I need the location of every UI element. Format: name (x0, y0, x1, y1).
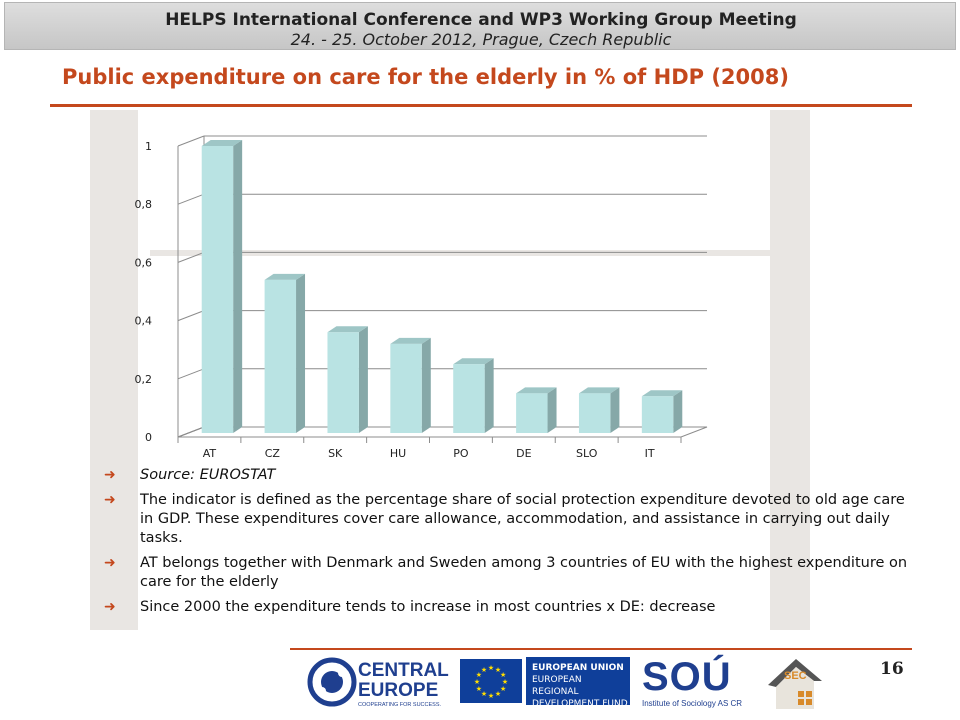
y-tick-label: 1 (145, 140, 152, 153)
conference-title: HELPS International Conference and WP3 W… (165, 10, 797, 30)
header-bar: HELPS International Conference and WP3 W… (4, 2, 956, 50)
bar-side (673, 390, 683, 433)
soc-logo-caption: Institute of Sociology AS CR (642, 699, 743, 708)
bar-DE (516, 393, 548, 433)
x-tick-label: PO (453, 447, 469, 460)
eu-star-icon: ★ (488, 664, 494, 672)
bar-side (484, 358, 494, 433)
x-tick-label: AT (203, 447, 217, 460)
bar-HU (390, 343, 422, 433)
y-tick-label: 0 (145, 431, 152, 444)
eu-star-icon: ★ (488, 692, 494, 700)
x-tick-label: CZ (265, 447, 281, 460)
bar-SK (327, 332, 359, 433)
bullet-definition: ➜ The indicator is defined as the percen… (104, 492, 905, 546)
eu-star-icon: ★ (495, 690, 501, 698)
eu-logo-line3: DEVELOPMENT FUND (532, 699, 628, 709)
eu-star-icon: ★ (476, 671, 482, 679)
bar-SLO (578, 393, 611, 433)
arrow-right-icon: ➜ (104, 599, 116, 615)
title-divider (50, 104, 912, 107)
bar-side (358, 326, 368, 433)
bar-side (233, 140, 243, 433)
bullet-trend: ➜ Since 2000 the expenditure tends to in… (104, 599, 716, 615)
bar-top (453, 358, 494, 365)
x-tick-label: SK (328, 447, 343, 460)
arrow-right-icon: ➜ (104, 555, 116, 571)
x-tick-label: DE (516, 447, 531, 460)
ce-logo-tagline: COOPERATING FOR SUCCESS. (358, 702, 441, 708)
bar-top (641, 390, 683, 397)
ce-logo-line1: CENTRAL (358, 660, 449, 681)
arrow-right-icon: ➜ (104, 467, 116, 483)
central-europe-logo: CENTRAL EUROPE COOPERATING FOR SUCCESS. (306, 655, 452, 711)
bar-top (201, 140, 243, 146)
bar-CZ (264, 279, 297, 433)
eu-regional-fund-logo: ★ ★ ★ ★ ★ ★ ★ ★ ★ ★ ★ ★ EUROPEAN UNION EUROPEAN REG… (460, 657, 630, 709)
conference-date-place: 24. - 25. October 2012, Prague, Czech Re… (290, 30, 672, 49)
x-tick-label: SLO (576, 447, 598, 460)
bar-side (610, 387, 620, 433)
eu-logo-line1: EUROPEAN UNION (532, 663, 624, 673)
eu-star-icon: ★ (476, 685, 482, 693)
eu-star-icon: ★ (500, 671, 506, 679)
bar-side (421, 337, 431, 433)
side-grid-0 (177, 426, 205, 438)
eu-star-icon: ★ (495, 666, 501, 674)
bar-PO (453, 364, 485, 433)
eu-star-icon: ★ (474, 678, 480, 686)
footer-divider (290, 648, 912, 650)
slide-title: Public expenditure on care for the elder… (62, 65, 789, 89)
soc-logo-name: SOÚ (642, 655, 732, 699)
bar-IT (641, 396, 674, 433)
eu-star-icon: ★ (502, 678, 508, 686)
eu-logo-line2: EUROPEAN REGIONAL (532, 675, 582, 697)
bullet-source: ➜ Source: EUROSTAT (104, 467, 276, 483)
bar-top (516, 387, 557, 394)
chart-floor (177, 426, 708, 438)
eu-star-icon: ★ (481, 690, 487, 698)
bar-top (390, 337, 431, 344)
bar-side (547, 387, 557, 433)
x-tick-label: HU (390, 447, 406, 460)
eu-flag-icon: ★ ★ ★ ★ ★ ★ ★ ★ ★ ★ ★ ★ (460, 659, 522, 703)
chart-floor-corner (177, 426, 205, 438)
institute-sociology-logo: SOÚ Institute of Sociology AS CR (642, 655, 746, 715)
arrow-right-icon: ➜ (104, 492, 116, 508)
bullet-list: ➜ Source: EUROSTAT ➜ The indicator is de… (104, 466, 914, 623)
eu-star-icon: ★ (500, 685, 506, 693)
bullet-at-ranking: ➜ AT belongs together with Denmark and S… (104, 555, 908, 590)
bar-side (296, 273, 306, 433)
bar-top (578, 387, 620, 394)
side-grid-2 (177, 310, 205, 322)
sec-logo-name: SEC (784, 670, 807, 682)
ce-logo-line2: EUROPE (358, 680, 438, 701)
eu-star-icon: ★ (481, 666, 487, 674)
page-number: 16 (880, 659, 904, 679)
side-grid-4 (177, 193, 205, 205)
eu-logo-text: EUROPEAN UNION EUROPEAN REGIONAL DEVELOP… (526, 657, 630, 709)
sec-logo: SEC (762, 651, 826, 713)
side-grid-1 (177, 368, 205, 380)
x-tick-label: IT (645, 447, 655, 460)
side-grid-5 (177, 135, 205, 147)
bar-top (327, 326, 368, 333)
bar-AT (201, 146, 234, 433)
bar-top (264, 273, 306, 280)
